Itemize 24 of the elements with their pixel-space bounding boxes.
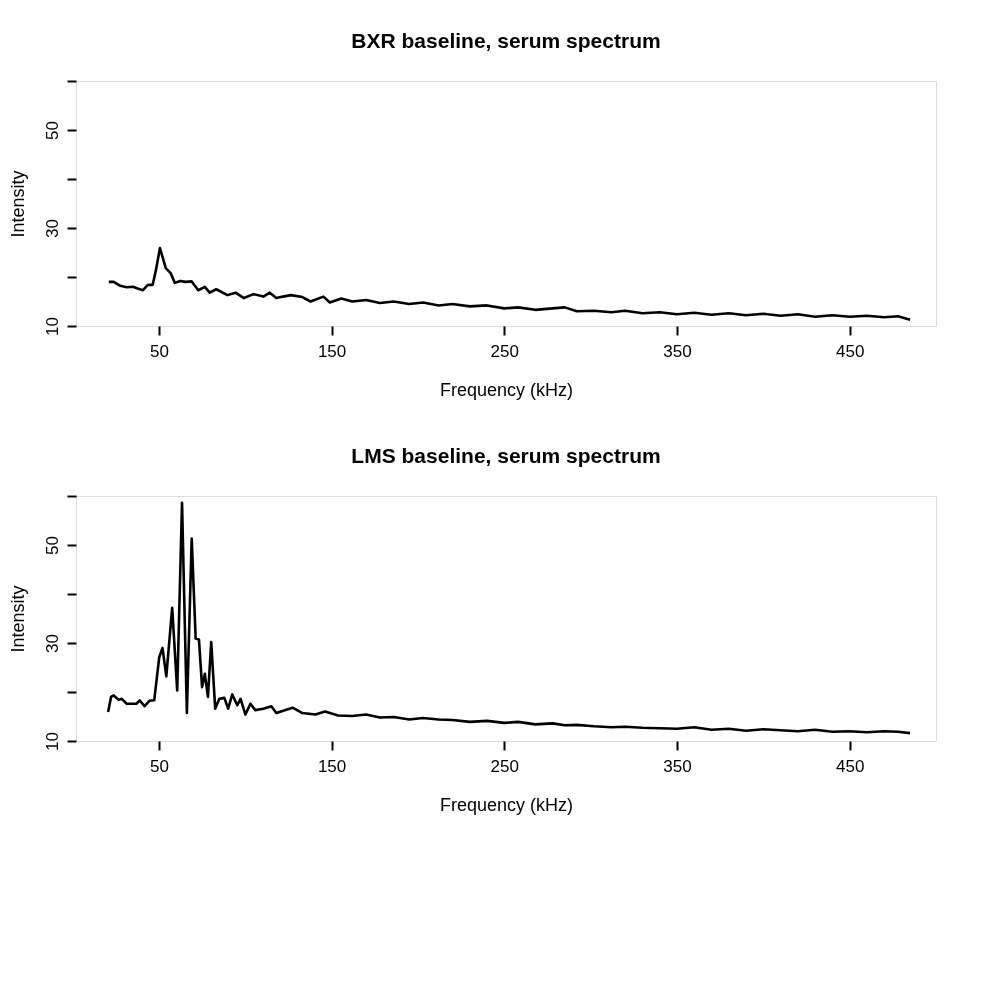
x-axis-title: Frequency (kHz)	[439, 794, 574, 815]
x-tick-label: 350	[663, 756, 692, 776]
line-series	[106, 501, 912, 735]
y-tick-label: 10	[42, 732, 62, 751]
y-tick-label: 50	[42, 121, 62, 140]
x-tick-label: 150	[317, 341, 347, 361]
line-series	[107, 246, 912, 321]
y-tick-label: 10	[42, 317, 62, 336]
x-tick-label: 250	[490, 341, 519, 361]
chart-title: BXR baseline, serum spectrum	[351, 29, 661, 52]
chart-title: LMS baseline, serum spectrum	[351, 444, 661, 467]
x-tick-label: 350	[663, 341, 692, 361]
y-axis-title: Intensity	[7, 170, 28, 238]
x-tick-label: 450	[835, 756, 865, 776]
x-axis-title: Frequency (kHz)	[439, 379, 574, 400]
x-tick-label: 150	[317, 756, 347, 776]
x-tick-label: 50	[149, 341, 169, 361]
y-tick-label: 30	[42, 219, 62, 238]
y-tick-label: 50	[42, 536, 62, 555]
x-tick-label: 50	[149, 756, 169, 776]
x-tick-label: 450	[835, 341, 865, 361]
x-tick-label: 250	[490, 756, 519, 776]
y-tick-label: 30	[42, 634, 62, 653]
y-axis-title: Intensity	[7, 585, 28, 653]
